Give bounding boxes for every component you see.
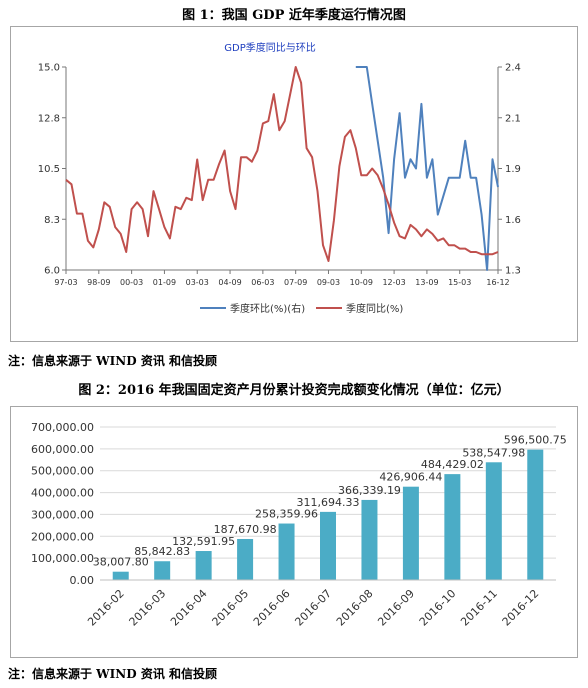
bar — [320, 511, 336, 580]
bar — [361, 499, 378, 580]
y-tick-label: 200,000.00 — [31, 530, 94, 543]
x-tick-label: 04-09 — [218, 278, 241, 287]
x-tick-label: 10-09 — [350, 278, 373, 287]
x-tick-label: 13-09 — [415, 278, 438, 287]
y-tick-label: 100,000.00 — [31, 552, 94, 565]
series-qoq-line — [355, 66, 499, 271]
bar-value-label: 258,359.96 — [255, 508, 318, 521]
bar — [195, 551, 212, 580]
y-right-tick-label: 2.4 — [505, 63, 521, 74]
bar — [444, 474, 461, 580]
bar-value-label: 85,842.83 — [134, 545, 190, 558]
x-tick-label: 07-09 — [284, 278, 307, 287]
x-tick-label: 2016-11 — [458, 587, 500, 629]
x-tick-label: 97-03 — [54, 278, 77, 287]
bar — [527, 449, 544, 580]
x-tick-label: 2016-09 — [375, 587, 417, 629]
bar-value-label: 132,591.95 — [172, 535, 235, 548]
x-tick-label: 2016-05 — [210, 587, 252, 629]
x-tick-label: 2016-03 — [127, 587, 169, 629]
figure2-caption: 图 2：2016 年我国固定资产月份累计投资完成额变化情况（单位：亿元） — [78, 383, 510, 398]
x-tick-label: 2016-06 — [251, 587, 293, 629]
y-left-tick-label: 8.3 — [44, 215, 60, 226]
y-tick-label: 0.00 — [70, 574, 95, 587]
bar-value-label: 311,694.33 — [297, 496, 360, 509]
y-left-tick-label: 15.0 — [38, 63, 60, 74]
x-tick-label: 98-09 — [87, 278, 110, 287]
y-tick-label: 700,000.00 — [31, 421, 94, 434]
legend-yoy-label: 季度同比(%) — [346, 302, 403, 315]
bar-value-label: 187,670.98 — [214, 523, 277, 536]
bar-value-label: 484,429.02 — [421, 458, 484, 471]
x-tick-label: 2016-02 — [85, 587, 127, 629]
figure2-source-note: 注：信息来源于 WIND 资讯 和信投顾 — [8, 667, 217, 681]
bar — [278, 523, 295, 580]
bar-value-label: 426,906.44 — [379, 471, 442, 484]
x-tick-label: 15-03 — [448, 278, 471, 287]
y-right-tick-label: 1.3 — [505, 266, 521, 277]
x-tick-label: 03-03 — [186, 278, 209, 287]
bar-value-label: 596,500.75 — [504, 434, 567, 447]
chart2-frame — [10, 406, 578, 658]
y-tick-label: 400,000.00 — [31, 487, 94, 500]
chart1-title: GDP季度同比与环比 — [224, 41, 315, 54]
figure1-source-note: 注：信息来源于 WIND 资讯 和信投顾 — [8, 354, 217, 368]
x-tick-label: 16-12 — [486, 278, 509, 287]
y-left-tick-label: 6.0 — [44, 266, 60, 277]
y-tick-label: 500,000.00 — [31, 465, 94, 478]
bar-value-label: 38,007.80 — [93, 556, 149, 569]
bar-value-label: 366,339.19 — [338, 484, 401, 497]
bar-value-label: 538,547.98 — [462, 446, 525, 459]
x-tick-label: 01-09 — [153, 278, 176, 287]
legend-qoq-label: 季度环比(%)(右) — [230, 302, 305, 315]
y-right-tick-label: 1.9 — [505, 164, 521, 175]
y-left-tick-label: 10.5 — [38, 164, 60, 175]
chart1-frame — [10, 26, 578, 342]
x-tick-label: 00-03 — [120, 278, 143, 287]
y-tick-label: 600,000.00 — [31, 443, 94, 456]
x-tick-label: 2016-04 — [168, 587, 210, 629]
x-tick-label: 09-03 — [317, 278, 340, 287]
x-tick-label: 2016-10 — [417, 587, 459, 629]
figure1-caption: 图 1：我国 GDP 近年季度运行情况图 — [182, 8, 406, 23]
y-tick-label: 300,000.00 — [31, 508, 94, 521]
y-left-tick-label: 12.8 — [38, 113, 60, 124]
x-tick-label: 2016-08 — [334, 587, 376, 629]
bar — [402, 486, 419, 580]
series-yoy-line — [65, 66, 499, 262]
bar — [485, 462, 502, 580]
y-right-tick-label: 1.6 — [505, 215, 521, 226]
x-tick-label: 2016-12 — [500, 587, 542, 629]
x-tick-label: 06-03 — [251, 278, 274, 287]
x-tick-label: 12-03 — [382, 278, 405, 287]
bar — [237, 538, 254, 580]
y-right-tick-label: 2.1 — [505, 113, 521, 124]
x-tick-label: 2016-07 — [292, 587, 334, 629]
bar — [112, 571, 129, 580]
bar — [154, 561, 171, 580]
gdp-line-chart: GDP季度同比与环比 6.0 8.3 10.5 12.8 15.0 1.3 1.6 1.9 2.1… — [38, 41, 521, 315]
